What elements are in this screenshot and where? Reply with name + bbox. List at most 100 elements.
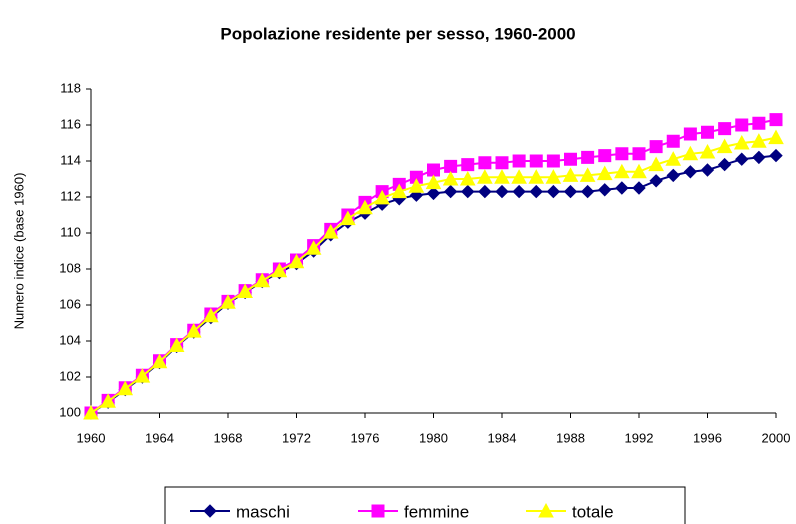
marker [580,184,595,199]
marker [598,183,612,197]
marker [615,147,629,161]
marker [733,134,750,150]
marker [495,156,509,170]
marker [391,183,408,199]
marker [322,224,339,239]
marker [427,163,440,177]
marker [545,169,562,184]
marker [426,186,441,201]
marker [461,184,475,199]
marker [700,163,715,177]
marker [683,165,698,179]
marker [477,169,493,184]
marker [649,140,663,154]
x-tick-label: 1988 [556,430,585,445]
marker [408,178,425,193]
marker [512,184,526,199]
marker [701,125,714,139]
marker [305,240,322,255]
marker [168,337,185,352]
y-tick-label: 118 [60,80,81,95]
marker [735,118,749,132]
y-tick-label: 108 [59,260,81,275]
marker [683,127,697,141]
marker [357,199,373,215]
marker [649,174,663,188]
marker [546,154,560,168]
marker [271,262,288,278]
y-axis-label: Numero indice (base 1960) [11,173,26,330]
x-tick-label: 1960 [77,430,106,445]
marker [615,181,629,195]
marker [237,283,253,298]
marker [442,170,459,186]
marker [717,157,732,172]
x-tick-label: 1964 [145,430,174,445]
marker [632,181,646,195]
legend-box [164,486,686,524]
marker [752,150,766,165]
marker [666,134,680,148]
y-tick-label: 112 [60,188,81,203]
marker [562,167,579,182]
marker [443,184,458,199]
marker [478,184,492,199]
marker [459,170,476,186]
marker [632,147,646,161]
marker [529,184,543,199]
marker [538,502,554,518]
marker [461,158,475,172]
x-tick-label: 1996 [693,430,722,445]
marker [716,138,733,154]
marker [735,152,749,166]
x-tick-label: 1976 [351,430,380,445]
marker [665,151,682,166]
x-tick-label: 1992 [625,430,654,445]
marker [185,323,202,338]
marker [769,113,783,127]
x-tick-label: 1968 [214,430,243,445]
marker [374,189,390,205]
marker [151,353,168,369]
marker [203,504,217,518]
marker [529,154,543,168]
marker [563,184,578,199]
marker [134,368,151,383]
y-tick-label: 114 [60,152,81,167]
marker [203,307,219,323]
marker [425,174,442,190]
marker [494,169,510,184]
marker [254,272,271,288]
marker [631,163,647,179]
marker [564,152,577,166]
marker [769,148,783,163]
marker [83,404,99,420]
y-tick-label: 102 [59,368,81,383]
legend-label: femmine [404,502,469,521]
marker [340,210,356,226]
legend-label: totale [572,502,614,521]
marker [117,380,134,396]
x-tick-label: 2000 [762,430,791,445]
x-tick-label: 1972 [282,430,311,445]
marker [648,156,664,172]
marker [220,294,236,309]
marker [699,143,716,159]
marker [614,163,630,179]
marker [528,169,545,184]
marker [768,129,784,145]
legend-label: maschi [236,502,290,521]
marker [100,393,116,408]
marker [666,168,680,183]
marker [495,184,509,199]
x-tick-label: 1984 [488,430,517,445]
marker [751,133,767,148]
marker [752,116,766,130]
marker [596,165,613,181]
x-tick-label: 1980 [419,430,448,445]
y-tick-label: 106 [59,296,81,311]
marker [409,170,423,184]
marker [511,169,527,184]
